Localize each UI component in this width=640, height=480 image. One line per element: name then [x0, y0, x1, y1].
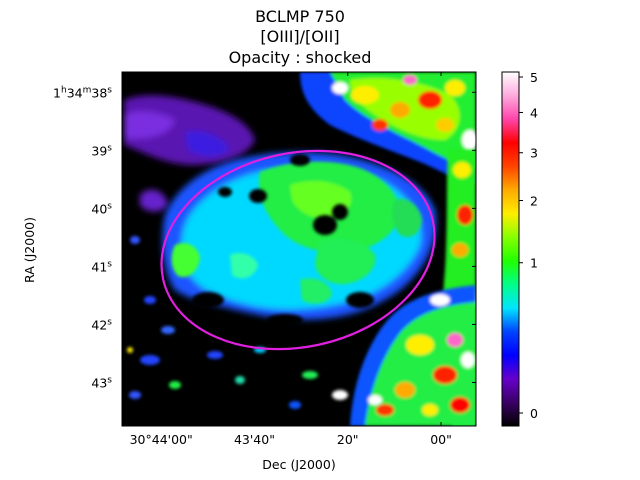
x-tick-label: 30°44'00" — [130, 432, 193, 447]
title-line-2: [OIII]/[OII] — [260, 27, 339, 46]
x-tick-label: 20" — [337, 432, 359, 447]
title-line-3: Opacity : shocked — [229, 48, 372, 67]
colorbar-tick-label: 2 — [530, 193, 538, 208]
x-axis-label: Dec (J2000) — [262, 457, 335, 472]
y-tick-label: 43s — [91, 375, 112, 390]
y-tick-label: 40s — [91, 201, 112, 216]
x-axis-ticks: 30°44'00" 43'40" 20" 00" — [130, 72, 452, 447]
colorbar-tick-label: 4 — [530, 105, 538, 120]
heatmap-image — [122, 72, 476, 426]
y-axis-label: RA (J2000) — [22, 217, 37, 283]
plot-frame — [121, 71, 477, 427]
x-tick-label: 00" — [430, 432, 452, 447]
colorbar-tick-label: 1 — [530, 256, 538, 271]
colorbar: 5 4 3 2 1 0 — [501, 70, 538, 427]
y-tick-label: 42s — [91, 317, 112, 332]
chart-title: BCLMP 750 [OIII]/[OII] Opacity : shocked — [229, 7, 372, 67]
aperture-ellipse — [160, 149, 436, 351]
y-tick-label: 1h34m38s — [53, 85, 112, 100]
colorbar-ticks: 5 4 3 2 1 0 — [519, 70, 538, 421]
x-tick-label: 43'40" — [234, 432, 275, 447]
title-line-1: BCLMP 750 — [255, 7, 345, 26]
colorbar-bar — [501, 71, 520, 427]
y-tick-label: 39s — [91, 143, 112, 158]
y-tick-label: 41s — [91, 259, 112, 274]
colorbar-tick-label: 3 — [530, 146, 538, 161]
colorbar-tick-label: 0 — [530, 406, 538, 421]
y-axis-ticks: 1h34m38s 39s 40s 41s 42s 43s — [53, 85, 476, 390]
colorbar-tick-label: 5 — [530, 70, 538, 85]
